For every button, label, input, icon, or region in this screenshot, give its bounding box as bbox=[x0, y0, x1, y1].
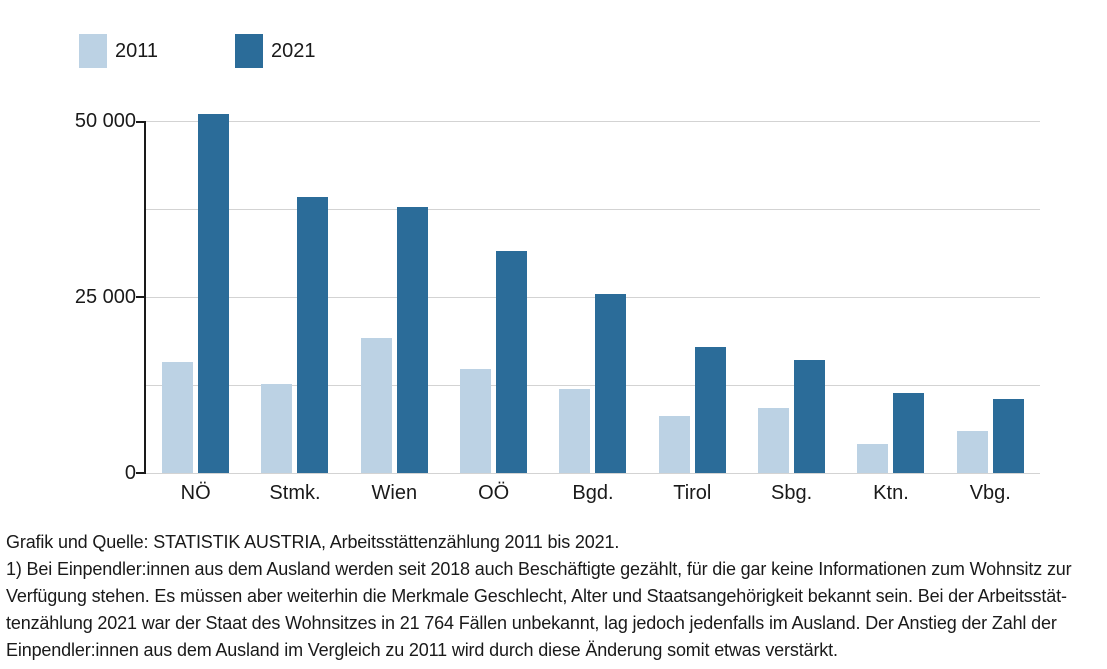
x-label-Tirol: Tirol bbox=[673, 482, 712, 504]
legend-swatch-2021 bbox=[235, 34, 264, 68]
x-label-Stmk.: Stmk. bbox=[269, 482, 321, 504]
footnote: 1) Bei Einpendler:innen aus dem Ausland … bbox=[6, 556, 1107, 664]
x-label-Ktn.: Ktn. bbox=[873, 482, 909, 504]
bar-2021-Stmk. bbox=[297, 197, 329, 473]
bar-group-Vbg. bbox=[941, 121, 1040, 473]
chart-legend: 2011 2021 bbox=[79, 34, 316, 68]
x-label-Sbg.: Sbg. bbox=[771, 482, 813, 504]
footnote-line-2: Verfügung stehen. Es müssen aber weiterh… bbox=[6, 586, 1067, 606]
bar-2011-Stmk. bbox=[261, 384, 293, 473]
bar-2011-Bgd. bbox=[559, 389, 591, 473]
bars-layer bbox=[146, 113, 1040, 473]
chart-footer: Grafik und Quelle: STATISTIK AUSTRIA, Ar… bbox=[6, 529, 1107, 664]
x-label-Bgd.: Bgd. bbox=[572, 482, 614, 504]
legend-item-2021: 2021 bbox=[235, 34, 316, 68]
y-axis-line bbox=[144, 121, 146, 474]
bar-group-NÖ bbox=[146, 113, 245, 473]
bar-2021-Ktn. bbox=[893, 392, 925, 473]
plot-area bbox=[136, 113, 1040, 474]
y-tick-label-50000: 50 000 bbox=[74, 110, 136, 132]
y-tick-50000 bbox=[136, 121, 145, 123]
bar-2021-Tirol bbox=[694, 346, 726, 473]
y-tick-0 bbox=[136, 472, 145, 474]
bar-2021-NÖ bbox=[198, 113, 230, 473]
legend-item-2011: 2011 bbox=[79, 34, 158, 68]
bar-2011-Vbg. bbox=[956, 430, 988, 473]
x-label-OÖ: OÖ bbox=[478, 482, 510, 504]
bar-2011-Sbg. bbox=[758, 407, 790, 473]
y-tick-label-0: 0 bbox=[124, 462, 136, 484]
x-label-Wien: Wien bbox=[371, 482, 418, 504]
bar-2021-Vbg. bbox=[992, 399, 1024, 473]
x-label-Vbg.: Vbg. bbox=[969, 482, 1011, 504]
source-line: Grafik und Quelle: STATISTIK AUSTRIA, Ar… bbox=[6, 532, 620, 552]
bar-group-Stmk. bbox=[245, 121, 344, 473]
gridline-0 bbox=[146, 473, 1040, 474]
bar-2011-Tirol bbox=[658, 415, 690, 473]
bar-group-Wien bbox=[345, 121, 444, 473]
bar-group-Bgd. bbox=[543, 121, 642, 473]
x-label-NÖ: NÖ bbox=[180, 482, 211, 504]
y-tick-25000 bbox=[136, 296, 145, 298]
bar-2011-Ktn. bbox=[857, 444, 889, 473]
bar-group-OÖ bbox=[444, 121, 543, 473]
gridline-25000 bbox=[146, 297, 1040, 298]
y-tick-label-25000: 25 000 bbox=[74, 286, 136, 308]
bar-2021-Wien bbox=[396, 206, 428, 473]
footnote-line-4: Einpendler:innen aus dem Ausland im Verg… bbox=[6, 640, 838, 660]
bar-2011-NÖ bbox=[162, 361, 194, 473]
bar-2011-Wien bbox=[360, 337, 392, 473]
bar-2021-Bgd. bbox=[595, 294, 627, 473]
bar-2021-OÖ bbox=[496, 251, 528, 473]
bar-2011-OÖ bbox=[460, 368, 492, 473]
footnote-line-3: tenzählung 2021 war der Staat des Wohnsi… bbox=[6, 613, 1057, 633]
bar-group-Ktn. bbox=[841, 121, 940, 473]
bar-group-Sbg. bbox=[742, 121, 841, 473]
gridline-50000 bbox=[146, 121, 1040, 122]
legend-swatch-2011 bbox=[79, 34, 107, 68]
bar-group-Tirol bbox=[643, 121, 742, 473]
gridline-37500 bbox=[146, 209, 1040, 210]
x-axis-labels: NÖ Stmk. Wien OÖ Bgd. Tirol Sbg. Ktn. Vbg. bbox=[146, 481, 1040, 505]
legend-label-2011: 2011 bbox=[115, 40, 159, 62]
gridline-12500 bbox=[146, 385, 1040, 386]
legend-label-2021: 2021 bbox=[271, 40, 316, 62]
footnote-line-1: 1) Bei Einpendler:innen aus dem Ausland … bbox=[6, 559, 1072, 579]
bar-2021-Sbg. bbox=[794, 359, 826, 473]
y-axis-labels: 0 25 000 50 000 bbox=[0, 111, 136, 483]
